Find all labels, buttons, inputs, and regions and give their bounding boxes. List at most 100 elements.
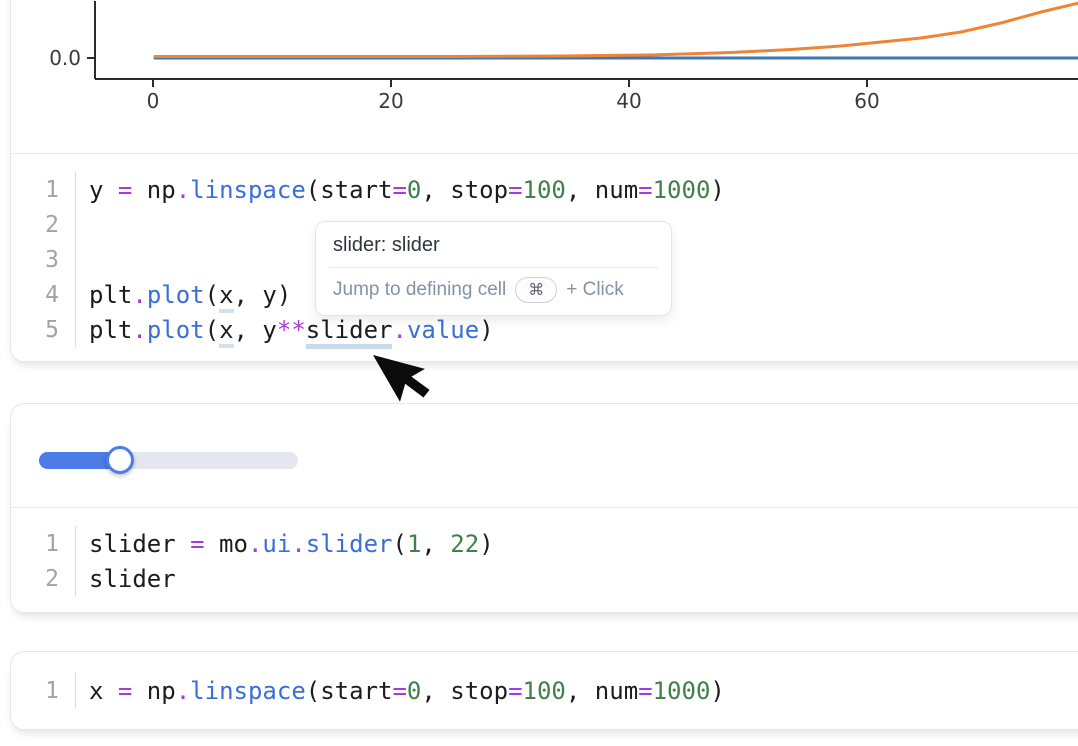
- code-line[interactable]: 4 plt.plot(x, y): [11, 277, 1078, 313]
- code-token: , y): [233, 280, 292, 309]
- code-line[interactable]: 1 slider = mo.ui.slider(1, 22): [11, 526, 1078, 561]
- code-token: , num: [565, 175, 639, 204]
- code-token: plot: [146, 315, 205, 344]
- code-token: (: [392, 529, 407, 558]
- code-token: =: [392, 676, 407, 705]
- output-code-divider: [11, 507, 1078, 508]
- variable-reference[interactable]: slider: [305, 315, 393, 349]
- code-token: 0: [406, 676, 422, 705]
- code-token: =: [190, 529, 205, 558]
- line-number: 5: [11, 312, 76, 347]
- tooltip-divider: [329, 267, 658, 268]
- code-token: x: [89, 676, 118, 705]
- code-token: =: [508, 676, 523, 705]
- code-text: slider: [76, 565, 176, 593]
- code-token: ): [479, 315, 494, 344]
- code-token: ): [479, 529, 494, 558]
- line-number: 4: [11, 277, 76, 312]
- plot-output: 0.0 0 20 40 60: [11, 0, 1078, 153]
- goto-definition-tooltip: slider: slider Jump to defining cell ⌘ +…: [315, 221, 672, 316]
- code-token: .: [392, 315, 407, 344]
- code-token: .: [247, 529, 263, 558]
- slider-thumb[interactable]: [105, 446, 134, 474]
- x-tick-label: 60: [854, 89, 879, 113]
- code-token: **: [276, 315, 306, 344]
- code-token: ui: [262, 529, 292, 558]
- code-token: linspace: [190, 175, 306, 204]
- code-token: (start: [305, 676, 393, 705]
- code-line[interactable]: 3: [11, 242, 1078, 277]
- code-editor[interactable]: 1 slider = mo.ui.slider(1, 22) 2 slider: [11, 508, 1078, 612]
- line-number: 2: [11, 561, 76, 596]
- code-text: x = np.linspace(start=0, stop=100, num=1…: [76, 677, 725, 705]
- slider-track[interactable]: [39, 446, 298, 474]
- code-token: =: [117, 175, 133, 204]
- code-token: , num: [565, 676, 639, 705]
- code-token: .: [291, 529, 306, 558]
- code-line[interactable]: 2 slider: [11, 561, 1078, 596]
- code-token: (: [204, 280, 220, 309]
- code-token: slider: [89, 564, 176, 593]
- code-token: =: [117, 676, 133, 705]
- line-number: 1: [11, 172, 76, 207]
- line-number: 1: [11, 526, 76, 561]
- code-text: plt.plot(x, y): [76, 280, 292, 313]
- matplotlib-chart: 0.0 0 20 40 60: [49, 1, 1078, 113]
- line-number: 3: [11, 242, 76, 277]
- code-token: ): [710, 175, 725, 204]
- code-token: .: [175, 175, 191, 204]
- code-token: 100: [522, 676, 566, 705]
- code-token: np: [132, 175, 176, 204]
- code-token: np: [132, 676, 176, 705]
- code-token: 1: [406, 529, 422, 558]
- code-text: plt.plot(x, y**slider.value): [76, 315, 494, 349]
- variable-reference[interactable]: x: [219, 280, 234, 313]
- x-tick-label: 0: [147, 89, 160, 113]
- code-token: , stop: [421, 676, 509, 705]
- code-token: (start: [305, 175, 393, 204]
- code-token: plt: [89, 315, 133, 344]
- output-code-divider: [11, 153, 1078, 154]
- tooltip-action-label: Jump to defining cell: [333, 279, 507, 300]
- code-token: value: [406, 315, 480, 344]
- code-token: .: [132, 280, 147, 309]
- tooltip-action-row: Jump to defining cell ⌘ + Click: [316, 268, 671, 315]
- code-text: y = np.linspace(start=0, stop=100, num=1…: [76, 176, 725, 204]
- code-text: slider = mo.ui.slider(1, 22): [76, 530, 494, 558]
- y-tick-label: 0.0: [49, 46, 81, 70]
- code-token: .: [175, 676, 191, 705]
- line-number: 2: [11, 207, 76, 242]
- code-token: slider: [89, 529, 191, 558]
- code-token: plt: [89, 280, 133, 309]
- code-line[interactable]: 2: [11, 207, 1078, 242]
- code-line[interactable]: 5 plt.plot(x, y**slider.value): [11, 312, 1078, 349]
- code-token: slider: [305, 529, 393, 558]
- variable-reference[interactable]: x: [219, 315, 234, 348]
- cell-slider: 1 slider = mo.ui.slider(1, 22) 2 slider: [10, 403, 1078, 613]
- code-token: =: [638, 676, 653, 705]
- code-token: , stop: [421, 175, 509, 204]
- code-token: =: [638, 175, 653, 204]
- x-tick-label: 40: [616, 89, 641, 113]
- code-token: 0: [406, 175, 422, 204]
- code-token: ,: [421, 529, 451, 558]
- tooltip-title: slider: slider: [333, 234, 440, 256]
- slider-fill: [39, 452, 120, 469]
- code-token: plot: [146, 280, 205, 309]
- code-token: linspace: [190, 676, 306, 705]
- line-number: 1: [11, 673, 76, 708]
- code-token: mo: [204, 529, 248, 558]
- code-token: 1000: [652, 175, 711, 204]
- code-token: .: [132, 315, 147, 344]
- command-key-pill: ⌘: [515, 277, 558, 303]
- slider-output: [11, 404, 1078, 507]
- x-tick-label: 20: [378, 89, 403, 113]
- code-token: y: [89, 175, 118, 204]
- code-token: 1000: [652, 676, 711, 705]
